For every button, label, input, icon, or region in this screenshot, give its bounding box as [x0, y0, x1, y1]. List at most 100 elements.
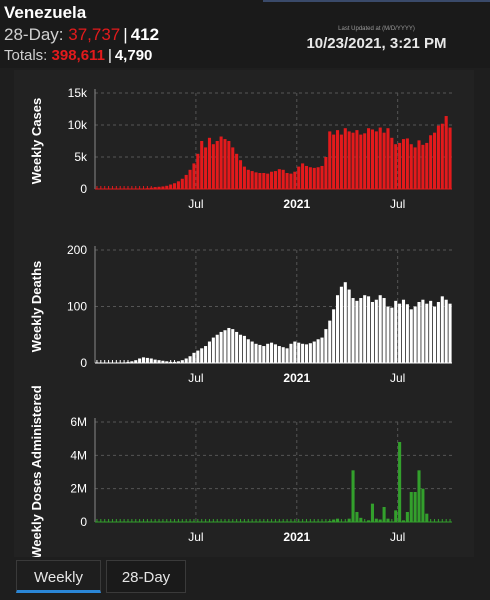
- bar: [347, 131, 351, 189]
- charts-svg: 0 5k 10k 15k Jul 2021 Jul Weekly Cases 0 100 200 Ju…: [29, 86, 452, 559]
- bar-stub: [177, 519, 179, 522]
- bar: [398, 442, 402, 522]
- bar: [231, 147, 235, 189]
- bar: [196, 350, 200, 363]
- bar: [374, 299, 378, 363]
- bar-stub: [96, 186, 98, 189]
- bar: [266, 343, 270, 363]
- bar: [250, 171, 254, 189]
- bar-stub: [104, 186, 106, 189]
- bar: [149, 358, 153, 363]
- tab-weekly[interactable]: Weekly: [16, 560, 101, 593]
- bar: [270, 342, 274, 363]
- bar: [254, 172, 258, 189]
- bar: [320, 165, 324, 189]
- bar: [258, 344, 262, 363]
- bar-stub: [100, 360, 102, 363]
- chart-cases: 0 5k 10k 15k Jul 2021 Jul Weekly Cases: [29, 86, 452, 211]
- x-tick-label: Jul: [390, 371, 405, 385]
- bar-stub: [208, 519, 210, 522]
- bar: [157, 360, 161, 363]
- bar: [192, 163, 196, 189]
- bar: [304, 344, 309, 363]
- y-tick-label: 0: [80, 515, 87, 529]
- bar: [429, 135, 433, 189]
- bar: [409, 492, 413, 522]
- bar-stub: [290, 519, 292, 522]
- bar: [413, 306, 417, 363]
- tab-28-day[interactable]: 28-Day: [106, 560, 186, 593]
- bar: [204, 346, 208, 363]
- last-updated-panel: Last Updated at (M/D/YYYY) 10/23/2021, 3…: [263, 0, 490, 68]
- bar-stub: [259, 519, 261, 522]
- bar-stub: [434, 519, 436, 522]
- bar-stub: [228, 519, 230, 522]
- bar: [207, 137, 212, 189]
- bar: [161, 360, 165, 363]
- bar: [227, 141, 231, 189]
- chart-doses: 0 2M 4M 6M Jul 2021 Jul Weekly Doses Administer…: [29, 385, 452, 559]
- bar-stub: [174, 360, 176, 363]
- bar-stub: [143, 519, 145, 522]
- bar-stub: [255, 519, 257, 522]
- bar: [273, 171, 277, 189]
- bar: [188, 169, 192, 189]
- last-updated-label: Last Updated at (M/D/YYYY): [338, 26, 415, 32]
- day28-deaths: 412: [130, 25, 160, 44]
- bar-stub: [243, 519, 245, 522]
- bar: [370, 503, 374, 522]
- bar: [386, 128, 390, 189]
- bar: [308, 343, 312, 363]
- x-tick-label: Jul: [188, 371, 203, 385]
- bar: [223, 330, 227, 363]
- bar: [301, 343, 305, 363]
- bar: [184, 358, 188, 363]
- bar: [339, 134, 343, 189]
- bar: [394, 144, 398, 189]
- bar: [169, 184, 173, 189]
- y-tick-label: 4M: [70, 448, 87, 462]
- bar-stub: [181, 519, 183, 522]
- bar-stub: [340, 519, 342, 522]
- x-tick-label: Jul: [390, 530, 405, 544]
- bar: [417, 140, 421, 189]
- bar: [409, 144, 413, 189]
- bar-stub: [100, 519, 102, 522]
- bar: [332, 134, 336, 189]
- bar: [188, 356, 192, 363]
- bar: [262, 173, 266, 189]
- totals-label: Totals:: [4, 47, 48, 64]
- totals-summary: Totals: 398,611 | 4,790: [4, 47, 152, 64]
- bar-stub: [146, 186, 148, 189]
- bar-stub: [267, 519, 269, 522]
- bar: [429, 300, 433, 363]
- bar-stub: [150, 519, 152, 522]
- bar: [382, 507, 386, 522]
- chart-deaths: 0 100 200 Jul 2021 Jul Weekly Deaths: [29, 243, 452, 385]
- bar: [196, 153, 200, 189]
- bar-stub: [278, 519, 280, 522]
- bar-stub: [441, 519, 443, 522]
- bar-stub: [111, 519, 113, 522]
- bar-stub: [127, 186, 129, 189]
- bar: [343, 282, 347, 363]
- bar: [421, 144, 425, 189]
- bar: [394, 300, 398, 363]
- bar-stub: [108, 360, 110, 363]
- bar-stub: [449, 519, 451, 522]
- bar: [297, 342, 301, 363]
- bar-stub: [224, 519, 226, 522]
- bar-stub: [232, 519, 234, 522]
- bar: [363, 133, 367, 189]
- bar-stub: [96, 360, 98, 363]
- bar-stub: [437, 519, 439, 522]
- bar: [285, 173, 289, 189]
- totals-deaths: 4,790: [114, 47, 153, 64]
- y-tick-label: 200: [67, 243, 87, 257]
- bar: [207, 341, 212, 363]
- bar: [405, 304, 409, 363]
- bar-stub: [143, 186, 145, 189]
- bar: [351, 470, 355, 522]
- bar: [347, 289, 351, 363]
- last-updated-value: 10/23/2021, 3:21 PM: [306, 35, 447, 52]
